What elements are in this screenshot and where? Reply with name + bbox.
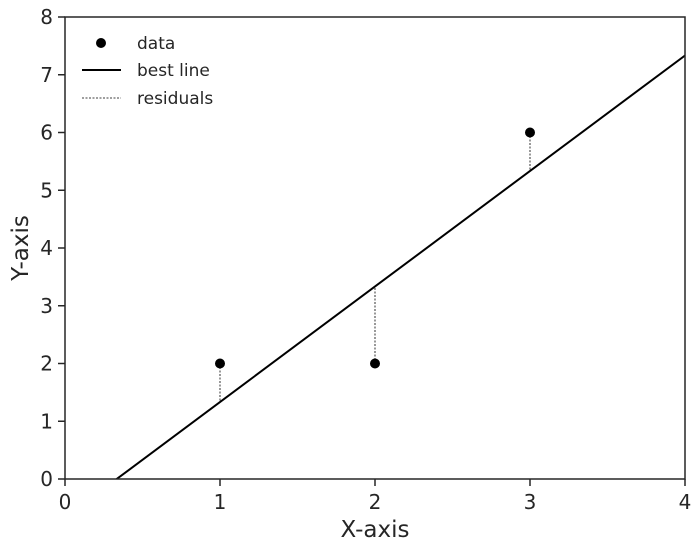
legend: data best line residuals	[82, 34, 213, 109]
y-axis-label: Y-axis	[8, 215, 34, 282]
legend-best-line-label: best line	[137, 61, 210, 81]
y-tick-label: 6	[40, 121, 53, 145]
data-point	[525, 127, 535, 138]
data-points	[215, 127, 535, 369]
y-tick-label: 2	[40, 352, 53, 376]
x-tick-label: 3	[524, 490, 537, 514]
y-tick-label: 7	[40, 63, 53, 87]
x-tick-label: 0	[59, 490, 72, 514]
x-tick-label: 2	[369, 490, 382, 514]
x-axis-label: X-axis	[341, 517, 410, 543]
y-tick-label: 3	[40, 294, 53, 318]
data-point	[215, 358, 225, 369]
best-fit-line	[115, 54, 685, 479]
x-tick-label: 1	[214, 490, 227, 514]
plot-area	[115, 54, 685, 479]
y-tick-label: 1	[40, 409, 53, 433]
y-tick-label: 5	[40, 178, 53, 202]
x-axis-ticks: 0 1 2 3 4	[59, 479, 692, 514]
y-tick-label: 0	[40, 467, 53, 491]
y-tick-label: 4	[40, 236, 53, 260]
legend-data-marker	[96, 38, 106, 48]
residual-lines	[219, 132, 531, 403]
legend-residuals-label: residuals	[137, 89, 213, 109]
plot-frame	[64, 16, 686, 480]
data-point	[370, 358, 380, 369]
x-tick-label: 4	[679, 490, 692, 514]
y-tick-label: 8	[40, 5, 53, 29]
legend-data-label: data	[137, 34, 175, 54]
y-axis-ticks: 0 1 2 3 4 5 6 7 8	[40, 5, 65, 491]
